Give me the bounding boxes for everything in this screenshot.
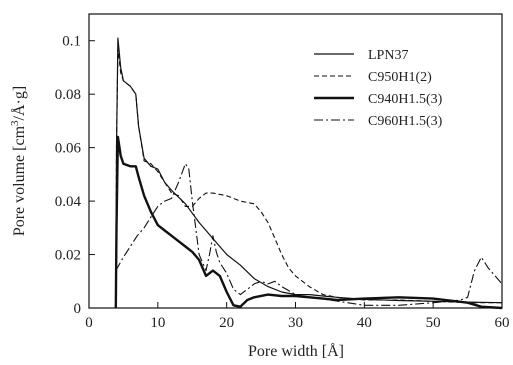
x-tick-label: 20 [219,315,234,331]
x-tick-label: 40 [357,315,372,331]
y-axis-label-superscript: 3 [9,120,21,126]
legend-label: C950H1(2) [368,70,432,85]
series-layer [114,37,503,310]
y-tick-label: 0 [74,301,82,317]
x-axis-label: Pore width [Å] [248,342,344,360]
legend-label: C960H1.5(3) [368,114,443,129]
y-tick-label: 0.04 [55,194,82,210]
y-axis-label: Pore volume [cm3/Å·g] [9,86,28,236]
tick-layer: 0 10 20 30 40 50 60 0 0.02 0.04 0.06 0.08 0.1 [55,34,510,331]
series-line-2 [115,48,502,309]
series-line-3 [114,135,503,310]
x-tick-label: 30 [288,315,303,331]
y-tick-label: 0.1 [62,34,81,50]
legend-label: C940H1.5(3) [368,92,443,107]
x-tick-label: 10 [150,315,165,331]
legend-label: LPN37 [368,48,408,63]
plot-frame [88,13,503,309]
y-axis-label-main: Pore volume [cm [11,125,28,236]
x-tick-label: 50 [426,315,441,331]
legend: LPN37 C950H1(2) C940H1.5(3) C960H1.5(3) [314,48,443,129]
x-tick-label: 60 [495,315,510,331]
y-tick-label: 0.02 [55,248,81,264]
series-line-4 [115,163,503,306]
y-tick-label: 0.06 [55,141,82,157]
series-line-1 [115,37,503,309]
y-axis-label-tail: /Å·g] [10,86,28,121]
x-tick-label: 0 [85,315,93,331]
y-tick-label: 0.08 [55,87,81,103]
